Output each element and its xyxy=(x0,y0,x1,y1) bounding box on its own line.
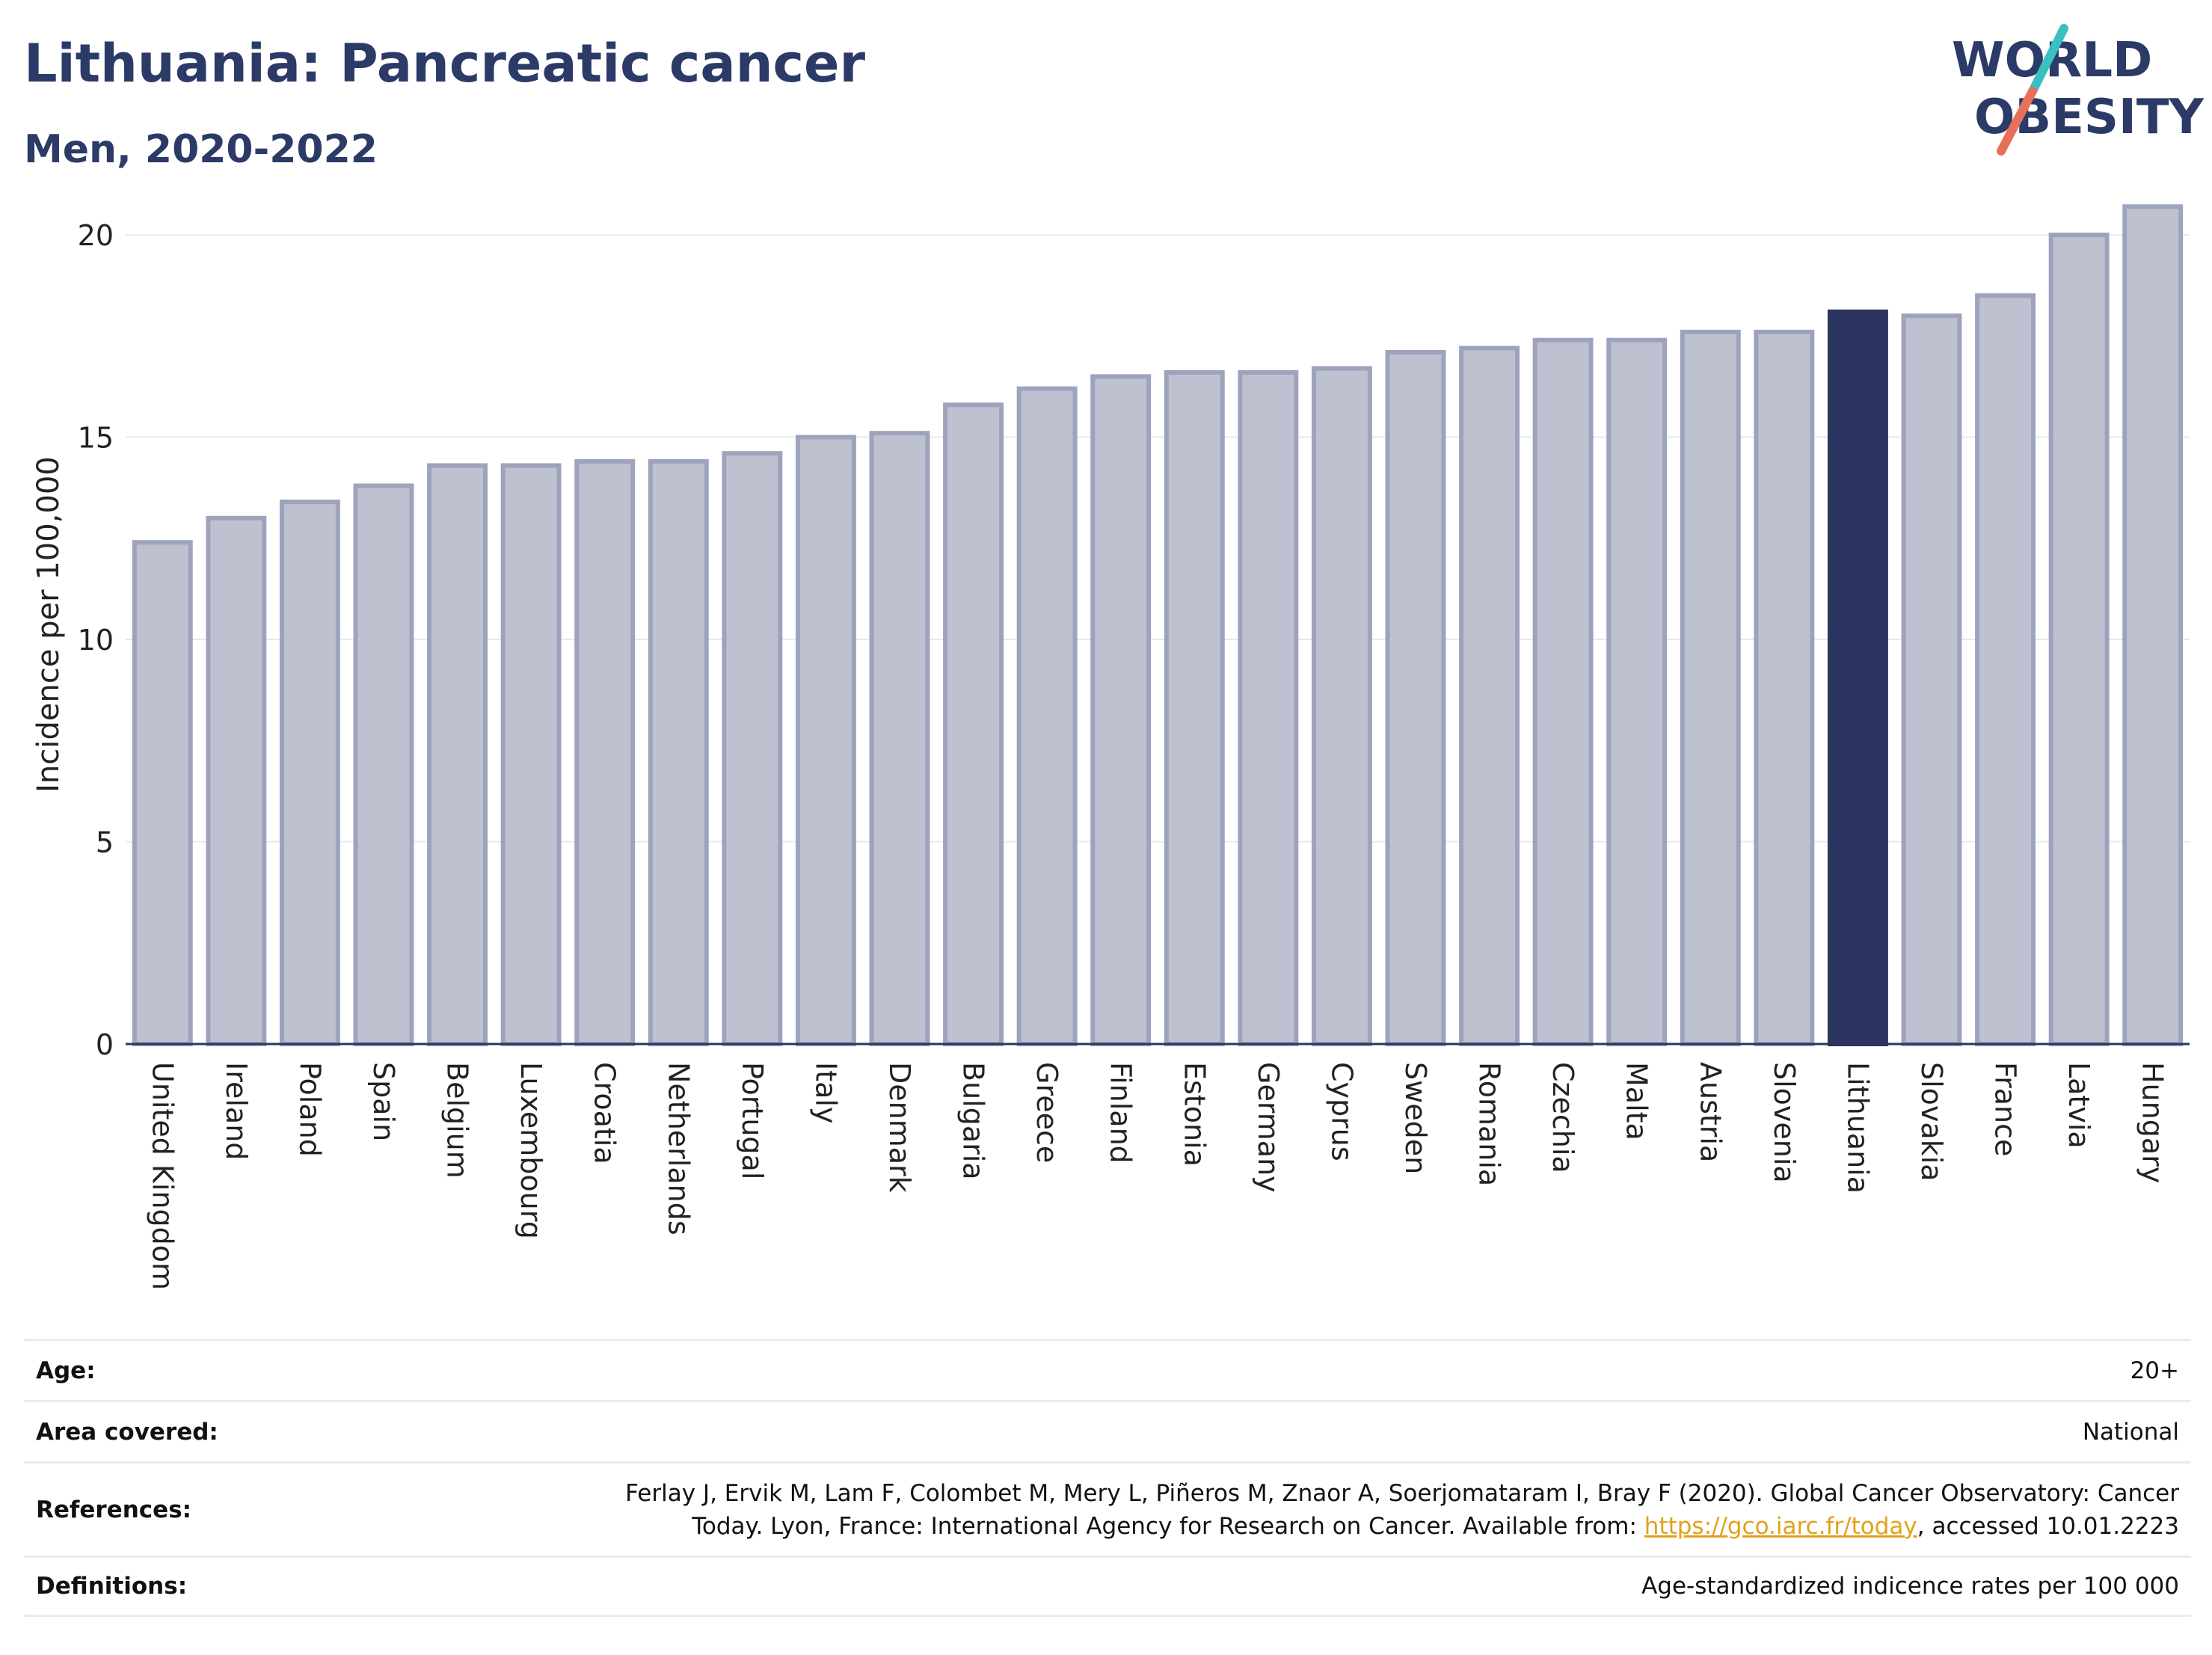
x-tick-label-lithuania: Lithuania xyxy=(1841,1062,1874,1194)
bar-italy xyxy=(795,435,856,1046)
axes: 0 5 10 15 20 United Kingdom Ireland Poland Spain… xyxy=(78,219,2190,1290)
references-value: Ferlay J, Ervik M, Lam F, Colombet M, Me… xyxy=(625,1477,2179,1543)
page-title: Lithuania: Pancreatic cancer xyxy=(24,33,865,94)
x-tick-label-romania: Romania xyxy=(1473,1062,1506,1186)
bar-hungary xyxy=(2122,204,2184,1047)
references-link[interactable]: https://gco.iarc.fr/today xyxy=(1644,1512,1917,1540)
bar-croatia xyxy=(574,459,636,1046)
bar-united-kingdom xyxy=(132,540,193,1046)
y-tick-label-15: 15 xyxy=(78,422,114,455)
x-tick-label-united-kingdom: United Kingdom xyxy=(146,1062,179,1290)
bar-germany xyxy=(1238,370,1299,1046)
x-tick-label-finland: Finland xyxy=(1105,1062,1137,1164)
info-row-area: Area covered: National xyxy=(24,1400,2191,1461)
bar-netherlands xyxy=(648,459,709,1046)
y-tick-label-5: 5 xyxy=(96,826,114,859)
bar-bulgaria xyxy=(943,402,1004,1046)
x-tick-label-cyprus: Cyprus xyxy=(1325,1062,1358,1161)
references-label: References: xyxy=(36,1496,192,1523)
page-subtitle: Men, 2020-2022 xyxy=(24,127,378,172)
area-covered-label: Area covered: xyxy=(36,1418,218,1446)
age-label: Age: xyxy=(36,1357,96,1384)
bar-ireland xyxy=(206,515,267,1046)
area-covered-value: National xyxy=(2082,1418,2179,1446)
bar-latvia xyxy=(2048,233,2110,1047)
x-tick-label-ireland: Ireland xyxy=(220,1062,253,1160)
bar-france xyxy=(1975,293,2036,1046)
info-row-definitions: Definitions: Age-standardized indicence … xyxy=(24,1556,2191,1617)
bar-greece xyxy=(1016,386,1078,1046)
y-tick-label-10: 10 xyxy=(78,624,114,657)
bar-luxembourg xyxy=(500,463,562,1046)
world-obesity-logo: WORLD OBESITY xyxy=(1952,24,2204,156)
x-tick-label-hungary: Hungary xyxy=(2136,1062,2169,1183)
definitions-label: Definitions: xyxy=(36,1573,188,1600)
x-tick-label-bulgaria: Bulgaria xyxy=(957,1062,990,1180)
bar-malta xyxy=(1606,337,1668,1046)
bar-chart: 0 5 10 15 20 United Kingdom Ireland Poland Spain… xyxy=(31,204,2190,1290)
x-tick-label-croatia: Croatia xyxy=(589,1062,621,1164)
bar-portugal xyxy=(722,451,783,1046)
bars xyxy=(132,204,2184,1047)
bar-belgium xyxy=(427,463,488,1046)
definitions-value: Age-standardized indicence rates per 100… xyxy=(1641,1573,2179,1600)
x-tick-label-czechia: Czechia xyxy=(1546,1062,1579,1173)
logo-slash-teal xyxy=(2028,24,2068,96)
bar-cyprus xyxy=(1311,366,1372,1047)
bar-slovenia xyxy=(1754,329,1815,1046)
x-tick-label-spain: Spain xyxy=(367,1062,400,1141)
x-tick-label-italy: Italy xyxy=(809,1062,842,1123)
x-tick-label-slovenia: Slovenia xyxy=(1768,1062,1801,1183)
x-tick-label-austria: Austria xyxy=(1694,1062,1727,1162)
x-tick-label-poland: Poland xyxy=(293,1062,326,1157)
bar-lithuania xyxy=(1827,309,1888,1046)
x-tick-label-malta: Malta xyxy=(1620,1062,1653,1140)
y-axis-title: Incidence per 100,000 xyxy=(31,456,66,793)
x-tick-label-luxembourg: Luxembourg xyxy=(514,1062,547,1239)
bar-spain xyxy=(353,483,414,1046)
references-accessed: , accessed 10.01.2223 xyxy=(1917,1512,2179,1540)
bar-estonia xyxy=(1164,370,1225,1046)
logo-slash-coral xyxy=(1997,87,2037,156)
info-row-references: References: Ferlay J, Ervik M, Lam F, Co… xyxy=(24,1461,2191,1556)
bar-slovakia xyxy=(1901,313,1962,1046)
bar-sweden xyxy=(1385,349,1446,1046)
x-tick-label-sweden: Sweden xyxy=(1399,1062,1432,1174)
x-tick-label-belgium: Belgium xyxy=(441,1062,474,1179)
x-tick-label-greece: Greece xyxy=(1030,1062,1063,1163)
bar-finland xyxy=(1090,374,1152,1046)
x-tick-label-slovakia: Slovakia xyxy=(1915,1062,1948,1182)
info-row-age: Age: 20+ xyxy=(24,1339,2191,1400)
x-tick-label-denmark: Denmark xyxy=(883,1062,916,1193)
x-tick-label-estonia: Estonia xyxy=(1178,1062,1211,1167)
references-text-line1: Ferlay J, Ervik M, Lam F, Colombet M, Me… xyxy=(625,1479,2179,1507)
x-tick-label-latvia: Latvia xyxy=(2062,1062,2095,1149)
age-value: 20+ xyxy=(2130,1357,2179,1384)
y-tick-label-0: 0 xyxy=(96,1028,114,1061)
bar-austria xyxy=(1680,329,1741,1046)
x-tick-label-france: France xyxy=(1989,1062,2022,1156)
info-table: Age: 20+ Area covered: National Referenc… xyxy=(24,1339,2191,1617)
x-tick-label-germany: Germany xyxy=(1252,1062,1285,1193)
x-tick-label-netherlands: Netherlands xyxy=(662,1062,695,1235)
bar-czechia xyxy=(1532,337,1594,1046)
x-tick-label-portugal: Portugal xyxy=(736,1062,769,1179)
references-text-line2: Today. Lyon, France: International Agenc… xyxy=(692,1512,1644,1540)
bar-denmark xyxy=(869,431,930,1046)
bar-poland xyxy=(279,500,340,1046)
y-tick-label-20: 20 xyxy=(78,219,114,252)
bar-romania xyxy=(1459,346,1520,1046)
